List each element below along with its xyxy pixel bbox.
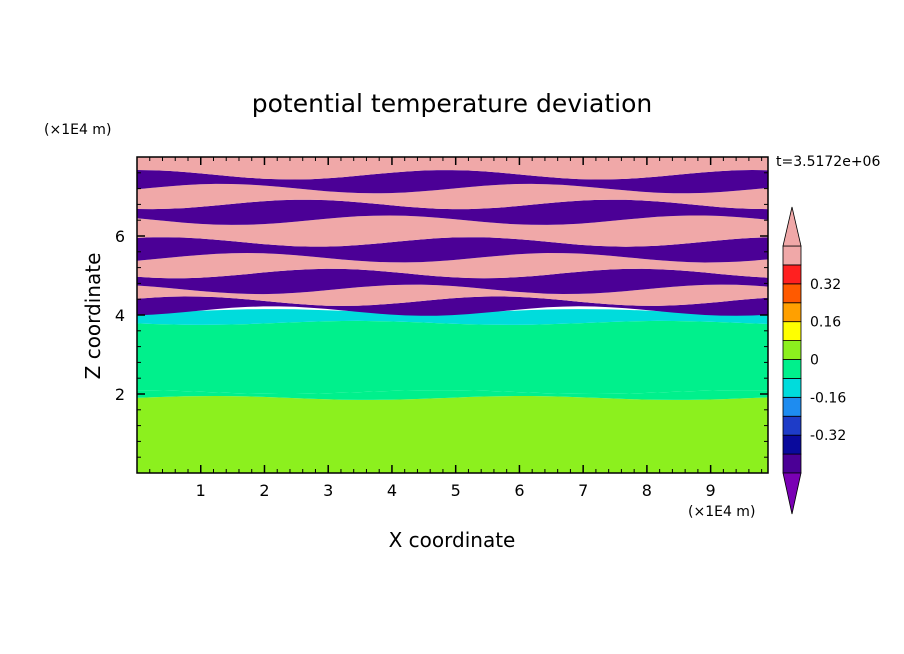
colorbar-segment <box>782 264 802 285</box>
colorbar-tick-label: 0 <box>810 353 819 369</box>
contour-band <box>137 215 768 247</box>
x-tick-label: 5 <box>451 481 461 500</box>
y-axis: 2 4 6 <box>115 172 768 458</box>
contour-band <box>137 237 768 263</box>
x-tick-label: 9 <box>706 481 716 500</box>
contour-band <box>137 396 768 473</box>
colorbar-segment <box>782 378 802 398</box>
colorbar-extend-min <box>782 472 802 515</box>
contour-band <box>137 170 768 194</box>
y-tick-label: 6 <box>115 227 125 246</box>
colorbar-tick-label: -0.16 <box>810 390 846 406</box>
contour-band <box>137 296 768 316</box>
x-tick-label: 1 <box>196 481 206 500</box>
x-unit-label: (×1E4 m) <box>688 504 755 520</box>
colorbar-segment <box>782 340 802 360</box>
contour-band <box>137 309 768 325</box>
x-tick-label: 7 <box>578 481 588 500</box>
contour-band <box>137 183 768 210</box>
time-label: t=3.5172e+06 <box>776 154 880 170</box>
contour-field <box>137 157 768 473</box>
x-tick-label: 6 <box>514 481 524 500</box>
colorbar-segment <box>782 321 802 341</box>
contour-band <box>137 284 768 306</box>
colorbar-segment <box>782 453 802 474</box>
colorbar-tick-label: 0.32 <box>810 277 841 293</box>
x-tick-label: 2 <box>259 481 269 500</box>
x-tick-label: 4 <box>387 481 397 500</box>
contour-band <box>137 390 768 400</box>
colorbar-extend-max <box>782 206 802 247</box>
x-tick-label: 8 <box>642 481 652 500</box>
y-tick-label: 4 <box>115 306 125 325</box>
y-tick-label: 2 <box>115 385 125 404</box>
colorbar-tick-label: -0.32 <box>810 428 846 444</box>
colorbar-segment <box>782 283 802 304</box>
colorbar-tick-label: 0.16 <box>810 315 841 331</box>
x-tick-label: 3 <box>323 481 333 500</box>
contour-band <box>137 268 768 295</box>
contour-band <box>137 157 768 180</box>
colorbar-segment <box>782 415 802 436</box>
colorbar-segment <box>782 396 802 417</box>
contour-band <box>137 253 768 279</box>
x-axis: 1 2 3 4 5 6 7 8 9 <box>149 157 763 500</box>
x-axis-label: X coordinate <box>389 528 516 552</box>
colorbar-segment <box>782 302 802 323</box>
y-axis-label: Z coordinate <box>81 253 105 380</box>
chart-title: potential temperature deviation <box>252 89 652 118</box>
contour-band <box>137 199 768 225</box>
y-unit-label: (×1E4 m) <box>44 122 111 138</box>
colorbar-segment <box>782 359 802 379</box>
colorbar: 0.32 0.16 0 -0.16 -0.32 <box>782 206 846 515</box>
colorbar-segment <box>782 245 802 266</box>
colorbar-segment <box>782 434 802 455</box>
contour-band <box>137 320 768 394</box>
